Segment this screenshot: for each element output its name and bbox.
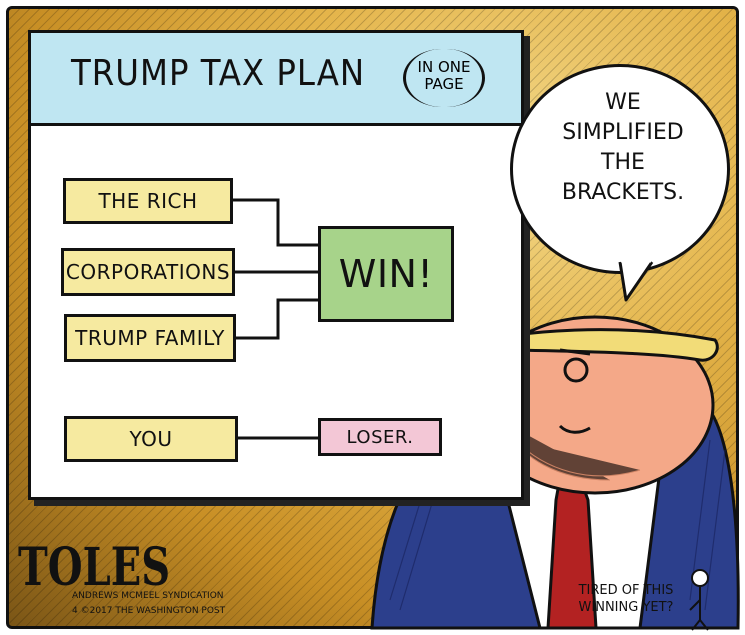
speech-line-3: THE — [601, 150, 645, 175]
hair — [460, 328, 719, 362]
mouth — [558, 424, 591, 434]
entrant-box-corporations: CORPORATIONS — [61, 248, 235, 296]
entrant-label-corporations: CORPORATIONS — [65, 260, 231, 284]
bracket-line-family — [236, 298, 318, 340]
eyebrow — [559, 348, 591, 356]
artist-signature: TOLES — [18, 536, 171, 598]
mutter-line-2: WINNING YET? — [578, 600, 674, 615]
mutter-line-1: TIRED OF THIS — [578, 583, 674, 598]
entrant-label-rich: THE RICH — [98, 189, 198, 213]
entrant-box-you: YOU — [64, 416, 238, 462]
eye — [563, 357, 589, 383]
board-header: TRUMP TAX PLAN IN ONE PAGE — [31, 33, 521, 126]
speech-bubble — [510, 64, 730, 274]
board-aside-line-2: PAGE — [424, 75, 464, 93]
syndicate-credit: ANDREWS MCMEEL SYNDICATION — [72, 591, 224, 601]
bracket-line-rich — [232, 198, 318, 247]
board-aside-line-1: IN ONE — [417, 58, 471, 76]
speech-line-2: SIMPLIFIED — [562, 120, 684, 145]
loser-label: LOSER. — [346, 426, 414, 448]
speech-text: WE SIMPLIFIED THE BRACKETS. — [548, 88, 698, 208]
speech-line-4: BRACKETS. — [561, 180, 685, 205]
small-figure — [689, 569, 709, 631]
entrant-label-you: YOU — [129, 427, 173, 451]
board-title: TRUMP TAX PLAN — [71, 53, 366, 94]
speech-line-1: WE — [605, 90, 641, 115]
copyright-credit: 4 ©2017 THE WASHINGTON POST — [72, 606, 226, 616]
entrant-box-rich: THE RICH — [63, 178, 233, 224]
mutter-text: TIRED OF THIS WINNING YET? — [556, 582, 696, 616]
entrant-box-family: TRUMP FAMILY — [64, 314, 236, 362]
winner-box: WIN! — [318, 226, 454, 322]
board-aside: IN ONE PAGE — [403, 49, 485, 107]
entrant-label-family: TRUMP FAMILY — [75, 326, 225, 350]
loser-box: LOSER. — [318, 418, 442, 456]
winner-label: WIN! — [338, 252, 434, 296]
